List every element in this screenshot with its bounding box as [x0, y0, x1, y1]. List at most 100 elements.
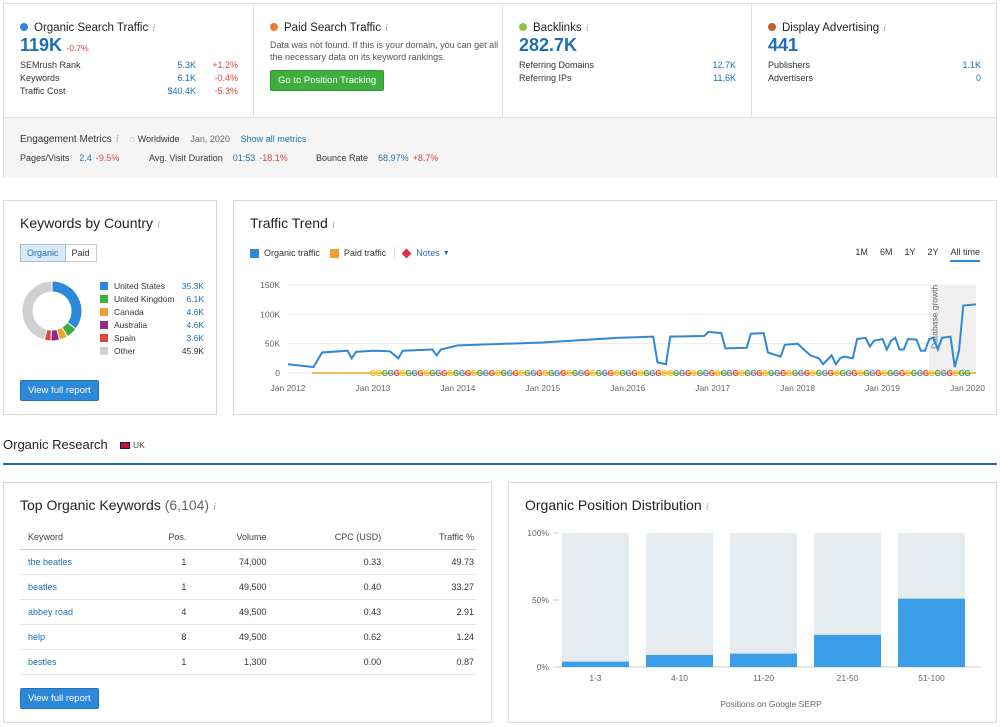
country-row[interactable]: Other 45.9K [100, 344, 204, 357]
stat-value[interactable]: 1.1K [962, 60, 981, 70]
range-button[interactable]: 2Y [927, 247, 939, 257]
notes-dropdown[interactable]: Notes [416, 248, 440, 258]
database-label[interactable]: UK [133, 440, 145, 450]
google-update-marker[interactable]: G [501, 369, 507, 378]
google-update-marker[interactable]: G [733, 369, 739, 378]
google-update-marker[interactable]: G [649, 369, 655, 378]
country-checkbox[interactable] [100, 333, 108, 342]
google-update-marker[interactable]: G [697, 369, 703, 378]
google-update-marker[interactable]: G [631, 369, 637, 378]
info-icon[interactable]: i [384, 22, 389, 34]
country-value[interactable]: 35.3K [181, 280, 204, 291]
google-update-marker[interactable]: G [691, 369, 697, 378]
range-button[interactable]: 1M [855, 247, 868, 257]
position-tracking-button[interactable]: Go to Position Tracking [270, 70, 385, 91]
google-update-marker[interactable]: G [661, 369, 667, 378]
google-update-marker[interactable]: G [417, 369, 423, 378]
google-update-marker[interactable]: G [477, 369, 483, 378]
google-update-marker[interactable]: G [536, 369, 542, 378]
google-update-marker[interactable]: G [744, 369, 750, 378]
google-update-marker[interactable]: G [370, 369, 376, 378]
google-update-marker[interactable]: G [756, 369, 762, 378]
distribution-bar[interactable] [730, 653, 797, 667]
google-update-marker[interactable]: G [620, 369, 626, 378]
google-update-marker[interactable]: G [917, 369, 923, 378]
google-update-marker[interactable]: G [554, 369, 560, 378]
google-update-marker[interactable]: G [572, 369, 578, 378]
google-update-marker[interactable]: G [738, 369, 744, 378]
country-checkbox[interactable] [100, 307, 108, 316]
column-header[interactable]: Keyword [28, 531, 64, 542]
metric-value[interactable]: 01:53 [232, 153, 256, 163]
distribution-bar[interactable] [898, 598, 965, 667]
backlinks-value[interactable]: 282.7K [519, 35, 578, 55]
country-checkbox[interactable] [100, 294, 108, 303]
legend-paid[interactable]: Paid traffic [343, 248, 387, 258]
google-update-marker[interactable]: G [411, 369, 417, 378]
google-update-marker[interactable]: G [530, 369, 536, 378]
google-update-marker[interactable]: G [542, 369, 548, 378]
google-update-marker[interactable]: G [786, 369, 792, 378]
google-update-marker[interactable]: G [709, 369, 715, 378]
google-update-marker[interactable]: G [507, 369, 513, 378]
tab-organic[interactable]: Organic [20, 244, 66, 262]
column-header[interactable]: Pos. [168, 531, 187, 542]
google-update-marker[interactable]: G [958, 369, 964, 378]
donut-slice[interactable] [21, 280, 53, 341]
keyword-link[interactable]: beatles [28, 581, 58, 592]
google-update-marker[interactable]: G [625, 369, 631, 378]
range-button[interactable]: 1Y [904, 247, 916, 257]
country-row[interactable]: Canada 4.6K [100, 305, 204, 318]
column-header[interactable]: Traffic % [438, 531, 474, 542]
keywords-view-full-report-button[interactable]: View full report [20, 688, 99, 709]
google-update-marker[interactable]: G [762, 369, 768, 378]
google-update-marker[interactable]: G [887, 369, 893, 378]
google-update-marker[interactable]: G [465, 369, 471, 378]
google-update-marker[interactable]: G [727, 369, 733, 378]
stat-value[interactable]: 12.7K [712, 60, 736, 70]
google-update-marker[interactable]: G [394, 369, 400, 378]
google-update-marker[interactable]: G [899, 369, 905, 378]
google-update-marker[interactable]: G [798, 369, 804, 378]
google-update-marker[interactable]: G [869, 369, 875, 378]
country-view-full-report-button[interactable]: View full report [20, 380, 99, 401]
google-update-marker[interactable]: G [952, 369, 958, 378]
google-update-marker[interactable]: G [780, 369, 786, 378]
google-update-marker[interactable]: G [941, 369, 947, 378]
country-value[interactable]: 4.6K [186, 306, 205, 317]
google-update-marker[interactable]: G [750, 369, 756, 378]
google-update-marker[interactable]: G [881, 369, 887, 378]
paid-title[interactable]: Paid Search Traffic [284, 22, 381, 34]
google-update-marker[interactable]: G [495, 369, 501, 378]
google-update-marker[interactable]: G [376, 369, 382, 378]
range-button[interactable]: All time [950, 247, 980, 262]
google-update-marker[interactable]: G [584, 369, 590, 378]
google-update-marker[interactable]: G [822, 369, 828, 378]
google-update-marker[interactable]: G [423, 369, 429, 378]
country-value[interactable]: 4.6K [186, 319, 205, 330]
google-update-marker[interactable]: G [851, 369, 857, 378]
google-update-marker[interactable]: G [857, 369, 863, 378]
info-icon[interactable]: i [585, 22, 589, 34]
google-update-marker[interactable]: G [685, 369, 691, 378]
google-update-marker[interactable]: G [560, 369, 566, 378]
stat-value[interactable]: $40.4K [167, 86, 196, 96]
organic-value[interactable]: 119K [20, 35, 63, 55]
show-all-metrics-link[interactable]: Show all metrics [240, 134, 307, 144]
google-update-marker[interactable]: G [863, 369, 869, 378]
info-icon[interactable]: i [331, 219, 335, 231]
column-header[interactable]: CPC (USD) [334, 531, 382, 542]
google-update-marker[interactable]: G [715, 369, 721, 378]
google-update-marker[interactable]: G [875, 369, 881, 378]
google-update-marker[interactable]: G [429, 369, 435, 378]
google-update-marker[interactable]: G [566, 369, 572, 378]
distribution-bar[interactable] [562, 661, 629, 667]
google-update-marker[interactable]: G [459, 369, 465, 378]
distribution-bar[interactable] [646, 654, 713, 667]
info-icon[interactable]: i [152, 22, 156, 34]
distribution-bar[interactable] [814, 634, 881, 667]
google-update-marker[interactable]: G [893, 369, 899, 378]
google-update-marker[interactable]: G [911, 369, 917, 378]
google-update-marker[interactable]: G [518, 369, 524, 378]
google-update-marker[interactable]: G [768, 369, 774, 378]
